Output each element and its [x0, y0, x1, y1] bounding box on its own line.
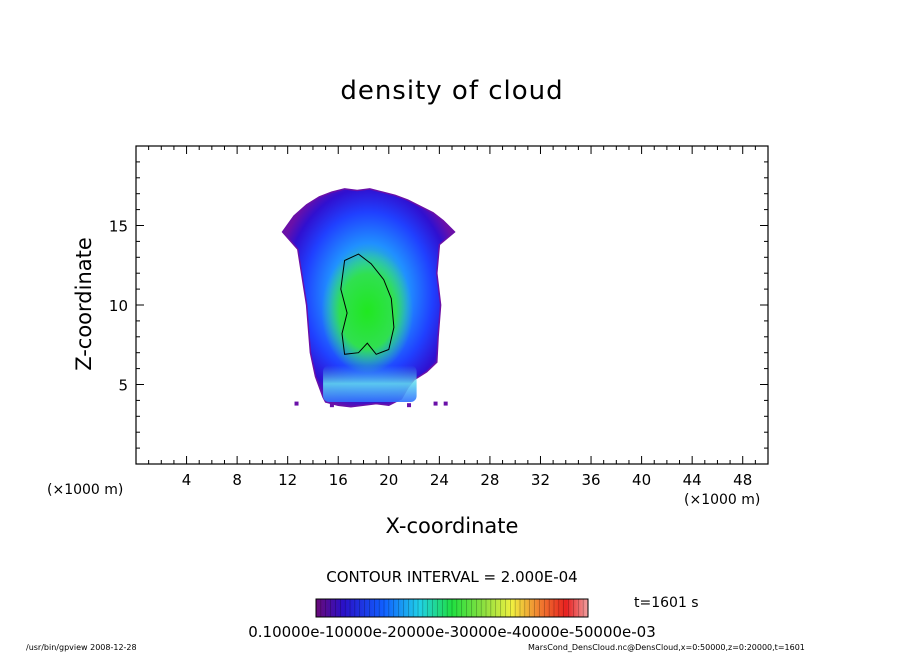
- colorbar-border: [315, 598, 589, 618]
- cloud-fragment: [329, 403, 334, 408]
- density-contour-line: [340, 253, 395, 355]
- x-axis: 4 8 12 16 20 24 28 32 36 40 44 48: [148, 146, 756, 489]
- y-tick-label: 15: [109, 218, 128, 236]
- footer-program-info: /usr/bin/gpview 2008-12-28: [26, 643, 137, 652]
- footer-data-source: MarsCond_DensCloud.nc@DensCloud,x=0:5000…: [528, 643, 805, 652]
- x-tick-label: 12: [278, 471, 297, 489]
- x-tick-label: 36: [581, 471, 600, 489]
- cloud-core: [321, 249, 414, 374]
- x-tick-label: 20: [379, 471, 398, 489]
- x-tick-label: 48: [733, 471, 752, 489]
- contour-interval-label: CONTOUR INTERVAL = 2.000E-04: [326, 568, 578, 586]
- y-tick-label: 5: [118, 377, 128, 395]
- cloud-fragment: [433, 401, 438, 406]
- cloud-fragment: [443, 401, 448, 406]
- x-tick-label: 8: [232, 471, 242, 489]
- chart-title: density of cloud: [340, 76, 564, 106]
- colorbar-tick-labels: 0.10000e-10000e-20000e-30000e-40000e-500…: [248, 623, 656, 641]
- x-tick-label: 32: [531, 471, 550, 489]
- x-tick-label: 4: [182, 471, 192, 489]
- y-axis: 5 10 15: [109, 161, 768, 449]
- x-axis-label: X-coordinate: [385, 514, 519, 538]
- x-axis-unit-left: (×1000 m): [47, 482, 124, 498]
- x-tick-label: 44: [683, 471, 702, 489]
- cloud-fragment: [294, 401, 299, 406]
- x-tick-label: 16: [329, 471, 348, 489]
- y-axis-label: Z-coordinate: [72, 237, 96, 371]
- x-tick-label: 28: [480, 471, 499, 489]
- colorbar: 0.10000e-10000e-20000e-30000e-40000e-500…: [248, 598, 656, 641]
- x-axis-unit-right: (×1000 m): [684, 492, 761, 508]
- plot-border: [135, 145, 769, 465]
- plot-frame: [135, 145, 769, 465]
- y-tick-label: 10: [109, 297, 128, 315]
- cloud-field: [281, 188, 456, 408]
- cloud-fragment: [407, 403, 412, 408]
- time-label: t=1601 s: [634, 595, 699, 611]
- cloud-base-band: [323, 365, 417, 402]
- x-tick-label: 24: [430, 471, 449, 489]
- x-tick-label: 40: [632, 471, 651, 489]
